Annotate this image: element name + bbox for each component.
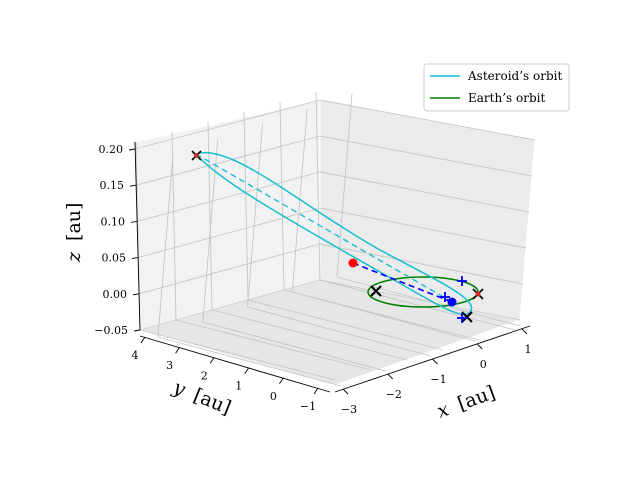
y-grid-floor [319, 279, 516, 331]
z-tick-mark [129, 184, 137, 187]
x-tick-mark [432, 358, 438, 365]
earth-position-dot [447, 297, 457, 307]
z-tick-mark [130, 220, 138, 223]
z-axis-label-unit: [au] [63, 203, 85, 241]
x-axis-label-unit: [au] [455, 381, 499, 415]
marker-x-node-2 [461, 311, 473, 323]
x-grid-floor [157, 336, 342, 387]
z-grid-left [135, 135, 321, 186]
z-tick-label: 0.05 [102, 252, 127, 265]
legend-asteroid-label: Asteroid’s orbit [467, 69, 562, 83]
marker-plus-2 [440, 292, 450, 302]
x-tick-mark [521, 328, 528, 335]
grid-lines [134, 91, 536, 387]
marker-plus-1 [457, 276, 467, 286]
legend-box [423, 63, 570, 112]
y-grid-floor [247, 299, 444, 351]
x-tick-mark [476, 343, 483, 350]
x-tick-mark [342, 388, 349, 395]
z-grid-right [319, 171, 530, 213]
z-grid-left [138, 243, 321, 295]
z-grid-left [139, 279, 321, 331]
x-tick-label: 1 [525, 343, 532, 356]
x-grid-back [202, 138, 219, 323]
x-tick-label: −1 [430, 373, 446, 386]
x-grid-floor [292, 291, 476, 342]
marker-x-node-1 [370, 285, 382, 297]
x-ticks: −3 −2 −1 0 1 [341, 328, 532, 416]
z-tick-mark [132, 293, 140, 296]
y-grid-floor [139, 329, 336, 381]
y-grid-back [315, 91, 321, 281]
y-tick-label: 4 [132, 349, 139, 362]
x-grid-floor [336, 276, 521, 327]
z-tick-mark [128, 148, 136, 151]
asteroid-position-dot [348, 258, 358, 268]
marker-plus-3 [457, 313, 467, 323]
z-grid-right [319, 279, 521, 321]
x-axis-label: x [au] [434, 381, 498, 422]
y-tick-mark [244, 367, 250, 374]
z-grid-left [136, 171, 321, 222]
y-tick-mark [175, 346, 180, 354]
x-axis-label-var: x [434, 398, 452, 422]
y-tick-label: 0 [270, 390, 277, 403]
y-tick-mark [140, 336, 146, 344]
z-tick-mark [131, 257, 139, 260]
x-grid-back [336, 93, 353, 278]
y-tick-mark [209, 357, 215, 364]
z-tick-label: −0.05 [94, 324, 128, 337]
x-tick-label: 0 [480, 358, 487, 371]
x-tick-label: −2 [386, 388, 402, 401]
y-grid-floor [211, 309, 408, 361]
asteroid-orbit-line [194, 151, 473, 316]
y-axis-label-unit: [au] [190, 384, 234, 419]
y-tick-label: 1 [235, 380, 242, 393]
y-tick-mark [279, 377, 284, 385]
z-tick-label: 0.10 [101, 215, 126, 228]
y-tick-label: 3 [166, 359, 173, 372]
z-axis-label: z [au] [63, 203, 85, 263]
y-grid-back [243, 111, 249, 301]
y-grid-back [279, 101, 285, 291]
y-grid-floor [175, 319, 372, 371]
marker-aphelion-dot [194, 153, 199, 158]
z-tick-label: 0.20 [99, 143, 124, 156]
y-axis-label-var: y [169, 376, 188, 401]
z-grid-left [134, 99, 321, 150]
z-grid-right [319, 243, 524, 285]
z-axis-label-var: z [63, 251, 85, 263]
z-grid-left [137, 207, 321, 259]
y-tick-label: 2 [201, 369, 208, 382]
z-tick-mark [133, 329, 141, 332]
legend-earth-label: Earth’s orbit [468, 91, 545, 105]
legend: Asteroid’s orbit Earth’s orbit [423, 63, 570, 112]
z-grid-right [319, 135, 533, 177]
x-tick-label: −3 [341, 403, 357, 416]
x-grid-back [247, 123, 263, 308]
z-grid-right [319, 207, 527, 249]
marker-perihelion-dot [475, 291, 481, 297]
x-grid-back [291, 108, 308, 293]
z-ticks: −0.05 0.00 0.05 0.10 0.15 0.20 [94, 143, 141, 337]
x-grid-floor [247, 306, 431, 357]
z-axis-line [134, 141, 141, 331]
x-grid-floor [202, 321, 386, 372]
y-tick-mark [313, 387, 319, 395]
x-grid-back [157, 153, 174, 338]
x-tick-mark [387, 373, 394, 380]
z-tick-label: 0.15 [100, 179, 125, 192]
z-tick-label: 0.00 [103, 288, 128, 301]
y-axis-line [139, 335, 331, 393]
z-grid-right [319, 99, 536, 141]
y-tick-label: −1 [300, 400, 316, 413]
sun-asteroid-line [352, 262, 453, 303]
y-ticks: 4 3 2 1 0 −1 [132, 336, 319, 413]
